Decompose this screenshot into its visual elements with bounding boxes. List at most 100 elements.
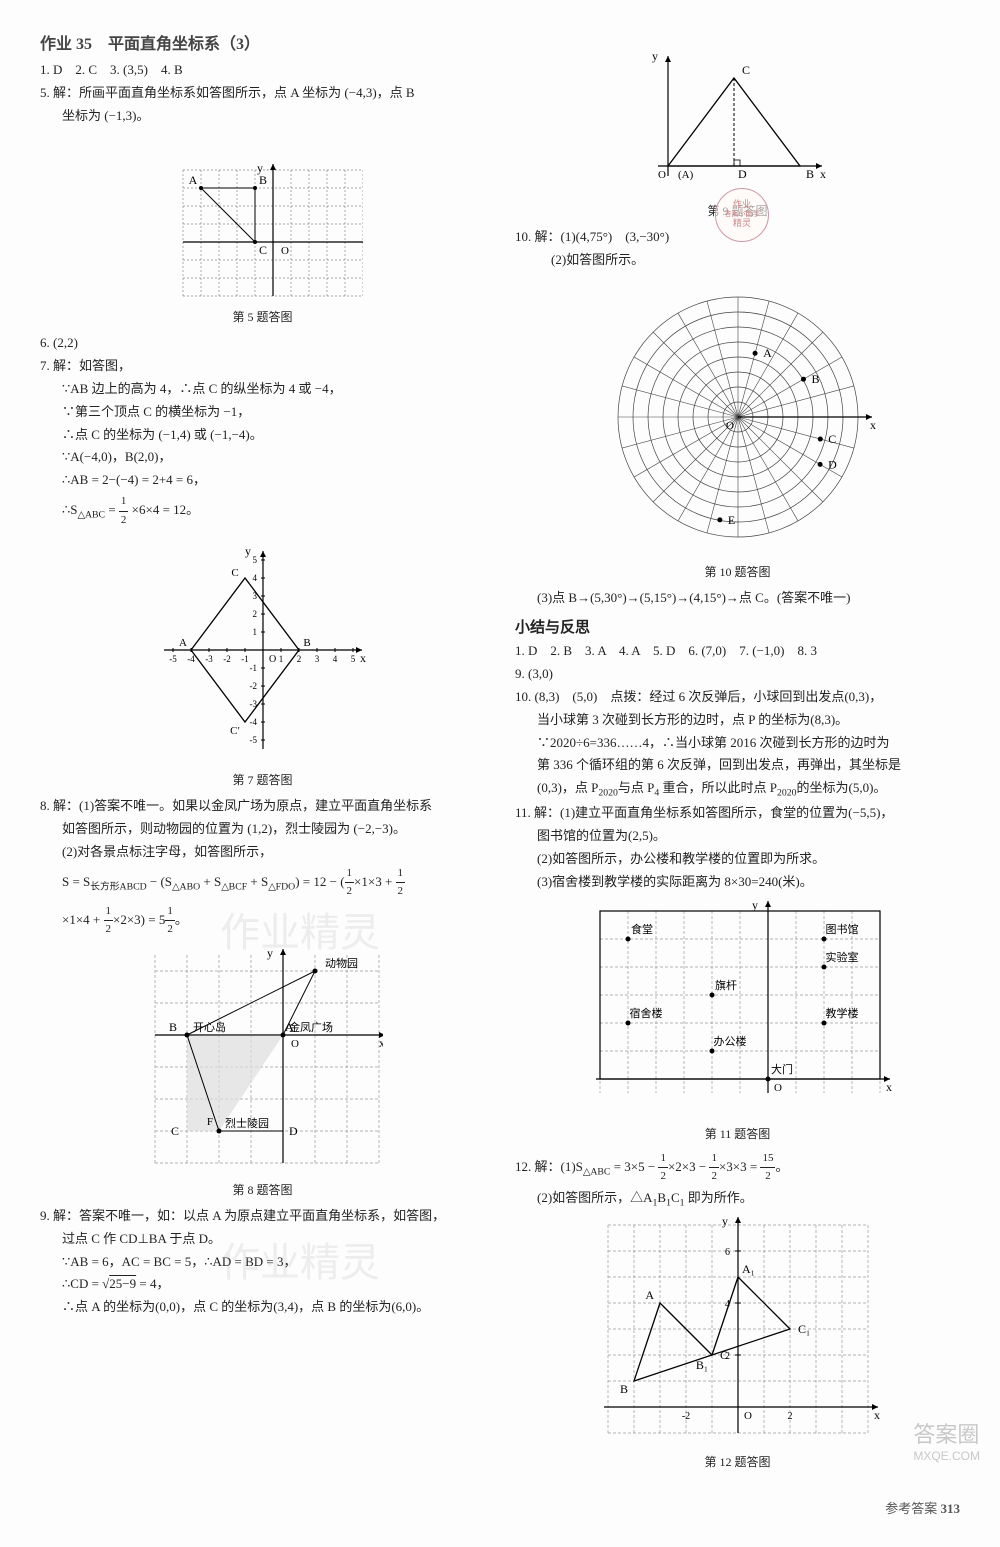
svg-text:A: A (645, 1288, 654, 1302)
svg-text:B: B (168, 1020, 176, 1034)
svg-text:教学楼: 教学楼 (825, 1006, 858, 1020)
q8-b: 如答图所示，则动物园的位置为 (1,2)，烈士陵园为 (−2,−3)。 (40, 819, 485, 840)
fig10-caption: 第 10 题答图 (515, 563, 960, 580)
q7-a: 7. 解：如答图， (40, 356, 485, 377)
svg-text:x: x (886, 1080, 892, 1094)
svg-text:-2: -2 (223, 654, 231, 664)
q9-e: ∴点 A 的坐标为(0,0)，点 C 的坐标为(3,4)，点 B 的坐标为(6,… (40, 1297, 485, 1318)
q8-a: 8. 解：(1)答案不唯一。如果以金凤广场为原点，建立平面直角坐标系 (40, 796, 485, 817)
svg-text:E: E (727, 512, 734, 526)
fig11-caption: 第 11 题答图 (515, 1125, 960, 1142)
q12-a: 12. 解：(1)S△ABC = 3×5 − 12×2×3 − 12×3×3 =… (515, 1150, 960, 1186)
svg-text:A: A (188, 173, 197, 187)
xj-row1: 1. D 2. B 3. A 4. A 5. D 6. (7,0) 7. (−1… (515, 641, 960, 662)
svg-text:D: D (738, 167, 747, 181)
svg-text:y: y (752, 899, 758, 912)
svg-text:-1: -1 (249, 663, 257, 673)
left-column: 作业 35 平面直角坐标系（3） 1. D 2. C 3. (3,5) 4. B… (40, 30, 485, 1478)
svg-text:办公楼: 办公楼 (713, 1034, 746, 1048)
q11-a: 11. 解：(1)建立平面直角坐标系如答图所示，食堂的位置为(−5,5)， (515, 803, 960, 824)
svg-text:O: O (281, 245, 289, 257)
q7-c: ∵第三个顶点 C 的横坐标为 −1， (40, 402, 485, 423)
svg-text:3: 3 (252, 591, 257, 601)
svg-text:5: 5 (350, 654, 355, 664)
svg-text:O: O (658, 169, 666, 181)
svg-text:-4: -4 (187, 654, 195, 664)
svg-text:B₁: B₁ (695, 1358, 707, 1372)
q5-line1: 5. 解：所画平面直角坐标系如答图所示，点 A 坐标为 (−4,3)，点 B (40, 83, 485, 104)
svg-text:B: B (258, 173, 266, 187)
page-footer: 参考答案 313 (40, 1498, 960, 1517)
svg-text:y: y (652, 49, 658, 63)
stamp-badge: 作业 答案小能手 精灵 (715, 188, 769, 242)
q8-c: (2)对各景点标注字母，如答图所示， (40, 842, 485, 863)
q12-b: (2)如答图所示，△A1B1C1 即为所作。 (515, 1188, 960, 1211)
xj-row2: 9. (3,0) (515, 664, 960, 685)
svg-text:-1: -1 (241, 654, 249, 664)
svg-text:1: 1 (252, 627, 257, 637)
svg-text:5: 5 (252, 555, 257, 565)
svg-text:-3: -3 (205, 654, 213, 664)
svg-text:B: B (303, 637, 310, 649)
svg-text:x: x (820, 167, 826, 181)
svg-text:D: D (289, 1124, 298, 1138)
svg-text:O: O (726, 420, 734, 432)
svg-text:O: O (291, 1038, 299, 1050)
q10-c: (3)点 B→(5,30°)→(5,15°)→(4,15°)→点 C。(答案不唯… (515, 588, 960, 609)
svg-text:-4: -4 (249, 717, 257, 727)
svg-text:实验室: 实验室 (825, 950, 858, 964)
svg-text:x: x (870, 418, 876, 432)
svg-text:y: y (245, 544, 251, 558)
svg-text:y: y (722, 1217, 728, 1228)
svg-text:C: C (720, 1348, 728, 1362)
svg-text:1: 1 (278, 654, 283, 664)
svg-text:4: 4 (252, 573, 257, 583)
svg-text:B: B (811, 372, 819, 386)
svg-text:A: A (179, 637, 187, 649)
fig11: xyO食堂图书馆实验室旗杆宿舍楼教学楼办公楼大门 (578, 899, 898, 1119)
q8-s-line1: S = S长方形ABCD − (S△ABO + S△BCF + S△FDO) =… (40, 865, 485, 901)
corner-watermark: 答案圈 MXQE.COM (913, 1417, 980, 1463)
fig10: xOABCDE (598, 277, 878, 557)
svg-text:C₁: C₁ (798, 1322, 810, 1336)
svg-text:-5: -5 (249, 735, 257, 745)
fig7-caption: 第 7 题答图 (40, 771, 485, 788)
q9-b: 过点 C 作 CD⊥BA 于点 D。 (40, 1229, 485, 1250)
fig12: xyO2462-2ABCA₁B₁C₁ (588, 1217, 888, 1447)
q6: 6. (2,2) (40, 333, 485, 354)
fig12-caption: 第 12 题答图 (515, 1453, 960, 1470)
q9-c: ∵AB = 6，AC = BC = 5，∴AD = BD = 3， (40, 1252, 485, 1273)
svg-text:开心岛: 开心岛 (193, 1020, 226, 1034)
page-number: 313 (941, 1501, 961, 1516)
svg-text:食堂: 食堂 (631, 922, 653, 936)
worksheet-title: 作业 35 平面直角坐标系（3） (40, 30, 485, 54)
q9-d: ∴CD = √25−9 = 4， (40, 1274, 485, 1295)
svg-text:2: 2 (252, 609, 257, 619)
svg-text:金凤广场: 金凤广场 (289, 1020, 333, 1034)
svg-text:A₁: A₁ (742, 1262, 755, 1276)
footer-label: 参考答案 (885, 1501, 937, 1516)
q11-c: (2)如答图所示，办公楼和教学楼的位置即为所求。 (515, 849, 960, 870)
fig8: xyO动物园开心岛BA金凤广场烈士陵园CDF (143, 945, 383, 1175)
fig9: xyO(A)BCD (638, 36, 838, 196)
q8-s-line2: ×1×4 + 12×2×3) = 512。 (40, 903, 485, 939)
svg-text:C′: C′ (230, 725, 240, 737)
svg-text:(A): (A) (678, 169, 694, 181)
q7-f: ∴AB = 2−(−4) = 2+4 = 6， (40, 470, 485, 491)
q10-b: (2)如答图所示。 (515, 250, 960, 271)
svg-text:-2: -2 (249, 681, 257, 691)
svg-text:-5: -5 (169, 654, 177, 664)
svg-text:O: O (744, 1410, 752, 1422)
svg-text:宿舍楼: 宿舍楼 (629, 1006, 662, 1020)
svg-text:x: x (379, 1036, 383, 1050)
svg-text:B: B (806, 167, 814, 181)
q7-b: ∵AB 边上的高为 4，∴点 C 的纵坐标为 4 或 −4， (40, 379, 485, 400)
svg-text:烈士陵园: 烈士陵园 (225, 1116, 269, 1130)
q5-line2: 坐标为 (−1,3)。 (40, 106, 485, 127)
svg-text:B: B (619, 1382, 627, 1396)
q7-g: ∴S△ABC = 12 ×6×4 = 12。 (40, 493, 485, 529)
q10x-e: (0,3)，点 P2020与点 P4 重合，所以此时点 P2020的坐标为(5,… (515, 778, 960, 801)
fig5: xyOABC (163, 132, 363, 302)
q11-b: 图书馆的位置为(2,5)。 (515, 826, 960, 847)
section-title: 小结与反思 (515, 616, 960, 637)
